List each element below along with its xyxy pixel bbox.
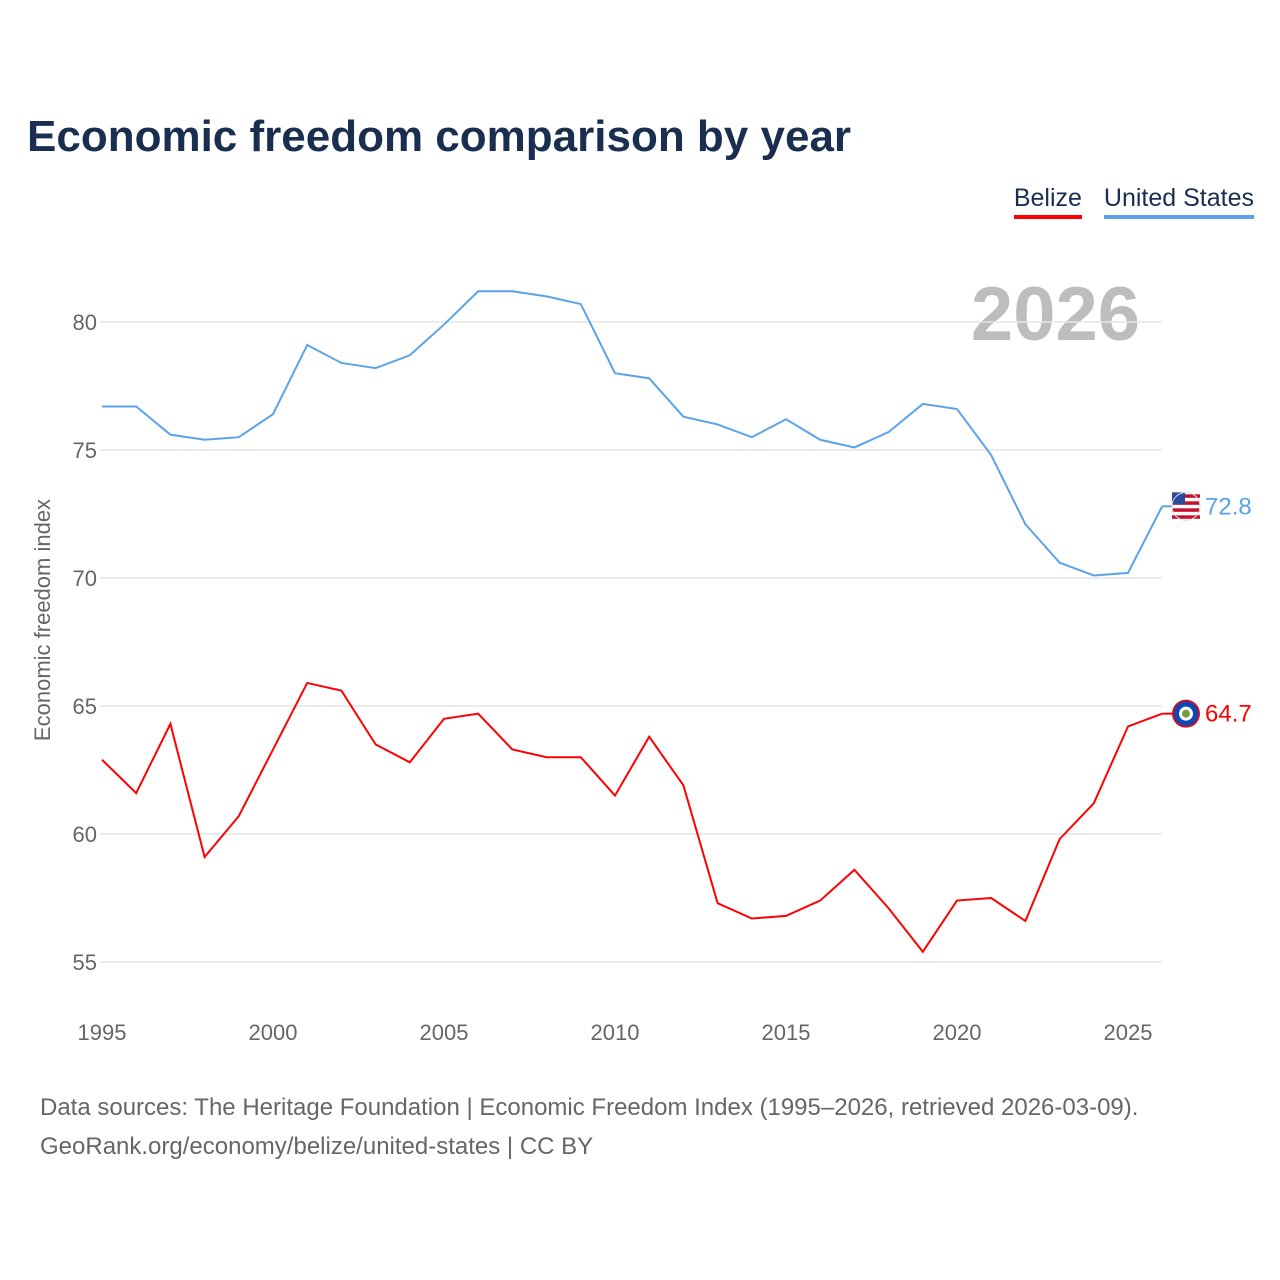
legend-belize[interactable]: Belize: [1013, 184, 1082, 219]
x-tick-label: 2025: [1104, 1020, 1153, 1045]
y-tick-label: 65: [73, 694, 97, 719]
y-tick-label: 60: [73, 822, 97, 847]
x-tick-label: 1995: [78, 1020, 127, 1045]
end-value-label: 72.8: [1205, 493, 1252, 520]
series-line-united-states: [102, 290, 1164, 577]
year-label: 2026: [971, 272, 1140, 357]
x-tick-label: 2010: [591, 1020, 640, 1045]
footer-link[interactable]: GeoRank.org/economy/belize/united-states…: [40, 1133, 594, 1160]
chart-title: Economic freedom comparison by year: [27, 112, 852, 161]
footer: Data sources: The Heritage Foundation | …: [40, 1088, 1138, 1166]
us-flag-icon: [1171, 491, 1201, 521]
footer-sources: Data sources: The Heritage Foundation | …: [40, 1094, 1139, 1121]
x-tick-label: 2000: [249, 1020, 298, 1045]
y-tick-label: 55: [73, 950, 97, 975]
x-tick-label: 2005: [420, 1020, 469, 1045]
y-tick-label: 70: [73, 566, 97, 591]
y-axis-label: Economic freedom index: [30, 499, 55, 741]
end-value-label: 64.7: [1205, 701, 1252, 728]
x-tick-label: 2015: [762, 1020, 811, 1045]
legend-united-states[interactable]: United States: [1103, 184, 1254, 219]
y-tick-label: 80: [73, 310, 97, 335]
legend: Belize United States: [1013, 184, 1254, 219]
series-line-belize: [101, 681, 1163, 954]
x-tick-label: 2020: [933, 1020, 982, 1045]
belize-flag-icon: [1172, 699, 1200, 728]
y-tick-label: 75: [73, 438, 97, 463]
